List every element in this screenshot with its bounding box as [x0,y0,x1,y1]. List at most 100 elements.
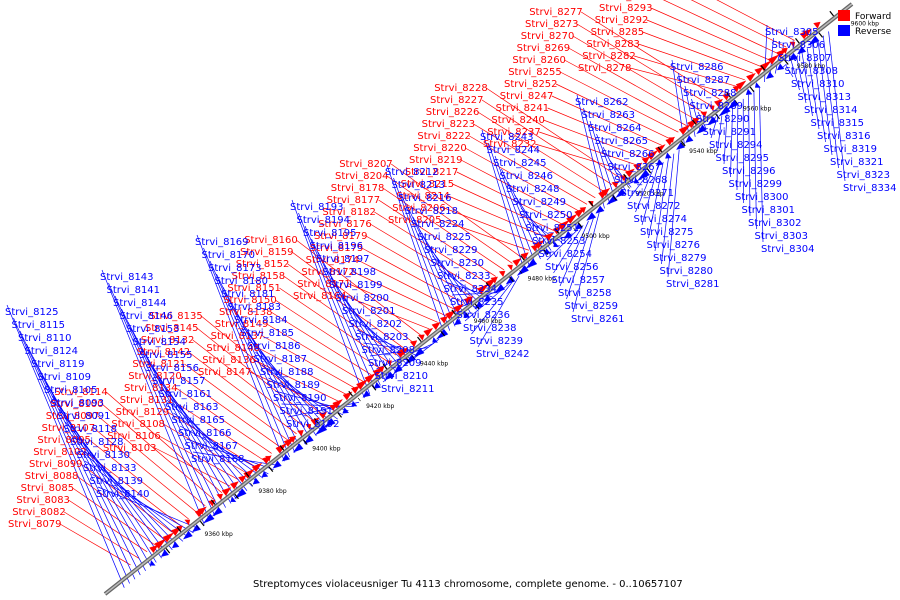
forward-gene [453,303,465,313]
axis-tick-label: 9520 kbp [635,191,663,198]
reverse-gene-label: Strvi_8296 [722,166,776,177]
reverse-gene-label: Strvi_8163 [165,402,219,413]
reverse-gene-label: Strvi_8167 [185,441,239,452]
forward-gene-label: Strvi_8214 [396,191,450,202]
forward-gene-label: Strvi_8159 [240,247,294,258]
forward-gene [611,181,619,188]
reverse-gene [787,52,798,62]
forward-gene [678,124,692,135]
forward-gene [566,213,578,224]
forward-gene-label: Strvi_8219 [409,155,463,166]
forward-leader-line [439,219,530,251]
feature-mark [726,92,731,98]
forward-gene [633,162,643,171]
forward-leader-line [576,23,712,107]
reverse-leader-line [790,60,800,91]
feature-mark [210,499,216,505]
reverse-gene-label: Strvi_8258 [558,288,612,299]
reverse-gene-label: Strvi_8261 [571,314,625,325]
reverse-gene-label: Strvi_8274 [634,214,688,225]
reverse-gene-label: Strvi_8301 [742,205,796,216]
forward-gene [418,334,425,341]
reverse-leader-line [758,86,764,243]
axis-tick [465,312,469,317]
forward-gene [350,385,360,394]
reverse-gene [633,177,640,184]
forward-gene [439,316,449,324]
axis-tick [519,270,523,274]
forward-gene-label: Strvi_8255 [508,67,562,78]
reverse-leader-line [589,120,616,201]
forward-gene-label: Strvi_8082 [12,507,66,518]
forward-leader-line [89,439,189,520]
reverse-gene-label: Strvi_8275 [640,227,694,238]
forward-gene-label: Strvi_8108 [111,419,165,430]
forward-gene [579,207,587,214]
reverse-gene-label: Strvi_8130 [77,450,131,461]
reverse-gene-label: Strvi_8143 [100,272,154,283]
reverse-gene-label: Strvi_8250 [519,210,573,221]
forward-gene [251,462,263,473]
forward-gene [668,137,675,144]
reverse-gene-label: Strvi_8186 [247,341,301,352]
reverse-gene [615,188,627,198]
forward-leader-line [171,399,264,461]
reverse-gene-label: Strvi_8264 [588,123,642,134]
forward-gene [781,47,788,55]
axis-tick-label: 9380 kbp [258,488,286,495]
forward-gene-label: Strvi_8145 [145,323,199,334]
reverse-gene [655,158,664,166]
gene-features [149,10,835,566]
forward-gene [197,507,207,515]
reverse-gene-label: Strvi_8218 [405,206,459,217]
reverse-leader-line [192,451,280,466]
forward-gene [732,85,740,93]
forward-gene-label: Strvi_8223 [422,119,476,130]
forward-leader-line [101,403,214,500]
forward-leader-line [258,347,347,395]
reverse-gene-label: Strvi_8170 [202,250,256,261]
forward-leader-line [275,299,380,369]
forward-gene [216,493,223,501]
forward-leader-line [646,19,762,68]
reverse-gene [707,116,718,126]
reverse-leader-line [399,190,456,327]
reverse-gene-label: Strvi_8305 [765,27,819,38]
reverse-leader-line [583,107,611,205]
forward-leader-line [353,271,447,317]
reverse-leader-line [576,94,605,209]
forward-leader-line [370,223,480,290]
axis-tick-label: 9460 kbp [474,318,502,325]
reverse-gene-label: Strvi_8139 [90,476,144,487]
feature-mark [417,336,422,343]
feature-mark [451,309,457,315]
reverse-gene-label: Strvi_8265 [595,136,649,147]
reverse-leader-line [393,177,451,331]
forward-leader-line [473,123,596,199]
forward-leader-line [279,287,389,362]
forward-gene-label: Strvi_8252 [504,79,558,90]
forward-gene [399,347,408,356]
reverse-gene-label: Strvi_8202 [349,319,403,330]
gene-labels: Strvi_8079Strvi_8082Strvi_8083Strvi_8085… [5,0,897,530]
forward-gene-label: Strvi_8151 [227,283,281,294]
forward-gene-label: Strvi_8220 [413,143,467,154]
reverse-gene-label: Strvi_8302 [748,218,802,229]
axis-ticks: 9360 kbp 9380 kbp 9400 kbp 9420 kbp 9440 kbp… [196,15,879,538]
forward-gene-label: Strvi_8237 [487,127,541,138]
forward-leader-line [192,339,306,428]
reverse-gene-label: Strvi_8189 [267,380,321,391]
reverse-leader-line [667,149,680,278]
axis-tick-label: 9360 kbp [205,531,233,538]
forward-leader-line [344,295,430,330]
reverse-gene [505,275,516,285]
reverse-gene-label: Strvi_8212 [385,167,439,178]
reverse-gene [696,124,707,135]
forward-gene [557,219,571,231]
reverse-gene-label: Strvi_8199 [329,280,383,291]
feature-mark [268,466,274,473]
forward-gene-label: Strvi_8269 [517,43,571,54]
feature-mark [337,412,342,418]
legend-reverse-swatch [838,25,850,36]
reverse-leader-line [801,52,813,117]
